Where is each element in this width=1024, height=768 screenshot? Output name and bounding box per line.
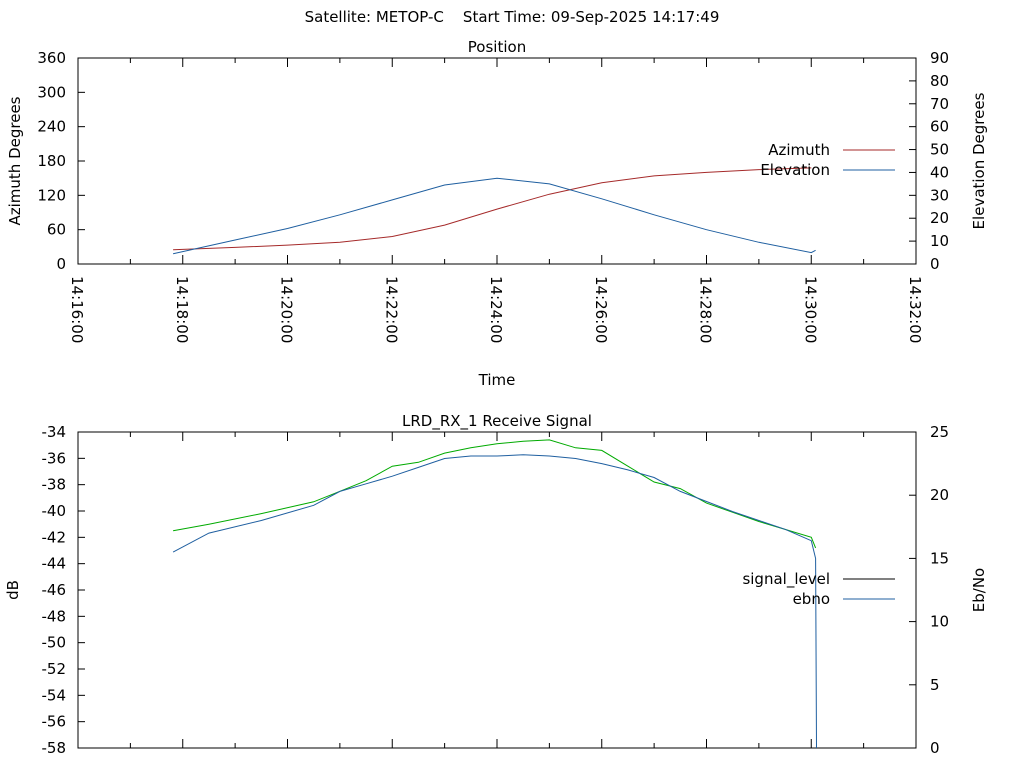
- azimuth-axis-tick-label: 120: [37, 186, 66, 204]
- db-axis-tick-label: -34: [42, 423, 67, 441]
- azimuth-axis-tick-label: 0: [56, 255, 66, 273]
- legend-label-ebno: ebno: [793, 590, 830, 608]
- db-axis-tick-label: -48: [42, 607, 67, 625]
- elevation-axis-label: Elevation Degrees: [970, 92, 988, 229]
- ebno-axis-label: Eb/No: [970, 568, 988, 612]
- azimuth-axis-tick-label: 240: [37, 118, 66, 136]
- azimuth-line: [173, 167, 812, 251]
- elevation-axis-tick-label: 20: [930, 209, 949, 227]
- elevation-axis-tick-label: 70: [930, 95, 949, 113]
- db-axis-tick-label: -40: [42, 502, 67, 520]
- ebno-axis-tick-label: 15: [930, 549, 949, 567]
- time-tick-label: 14:26:00: [592, 276, 610, 343]
- db-axis-tick-label: -46: [42, 581, 67, 599]
- signal-level-line: [173, 439, 817, 549]
- ebno-axis-tick-label: 20: [930, 486, 949, 504]
- azimuth-axis-tick-label: 60: [47, 221, 66, 239]
- time-tick-label: 14:22:00: [382, 276, 400, 343]
- azimuth-axis-tick-label: 360: [37, 49, 66, 67]
- elevation-axis-tick-label: 90: [930, 49, 949, 67]
- time-tick-label: 14:20:00: [278, 276, 296, 343]
- time-tick-label: 14:16:00: [68, 276, 86, 343]
- signal-title: LRD_RX_1 Receive Signal: [402, 412, 592, 431]
- elevation-axis-tick-label: 0: [930, 255, 940, 273]
- time-tick-label: 14:32:00: [906, 276, 924, 343]
- db-axis-tick-label: -54: [42, 686, 67, 704]
- ebno-axis-tick-label: 5: [930, 676, 940, 694]
- elevation-line: [172, 177, 816, 255]
- legend-label-azimuth: Azimuth: [768, 141, 830, 159]
- elevation-axis-tick-label: 10: [930, 232, 949, 250]
- elevation-axis-tick-label: 40: [930, 163, 949, 181]
- position-title: Position: [468, 38, 526, 56]
- legend-label-signal-level: signal_level: [742, 570, 830, 589]
- ebno-axis-tick-label: 10: [930, 613, 949, 631]
- figure-title: Satellite: METOP-C Start Time: 09-Sep-20…: [304, 8, 720, 26]
- time-tick-label: 14:30:00: [801, 276, 819, 343]
- azimuth-axis-tick-label: 180: [37, 152, 66, 170]
- time-tick-label: 14:18:00: [173, 276, 191, 343]
- ebno-line: [172, 454, 817, 749]
- db-axis-tick-label: -36: [42, 449, 67, 467]
- azimuth-axis-label: Azimuth Degrees: [6, 96, 24, 225]
- elevation-axis-tick-label: 50: [930, 141, 949, 159]
- ebno-axis-tick-label: 25: [930, 423, 949, 441]
- db-axis-label: dB: [4, 580, 22, 600]
- azimuth-axis-tick-label: 300: [37, 83, 66, 101]
- legend-label-elevation: Elevation: [760, 161, 830, 179]
- elevation-axis-tick-label: 30: [930, 186, 949, 204]
- ebno-axis-tick-label: 0: [930, 739, 940, 757]
- elevation-axis-tick-label: 60: [930, 118, 949, 136]
- time-tick-label: 14:28:00: [697, 276, 715, 343]
- db-axis-tick-label: -38: [42, 476, 67, 494]
- db-axis-tick-label: -56: [42, 713, 67, 731]
- signal-plot-frame: [77, 431, 917, 749]
- db-axis-tick-label: -52: [42, 660, 67, 678]
- time-axis-label: Time: [478, 371, 516, 389]
- db-axis-tick-label: -50: [42, 634, 67, 652]
- db-axis-tick-label: -44: [42, 555, 67, 573]
- db-axis-tick-label: -42: [42, 528, 67, 546]
- db-axis-tick-label: -58: [42, 739, 67, 757]
- elevation-axis-tick-label: 80: [930, 72, 949, 90]
- time-tick-label: 14:24:00: [487, 276, 505, 343]
